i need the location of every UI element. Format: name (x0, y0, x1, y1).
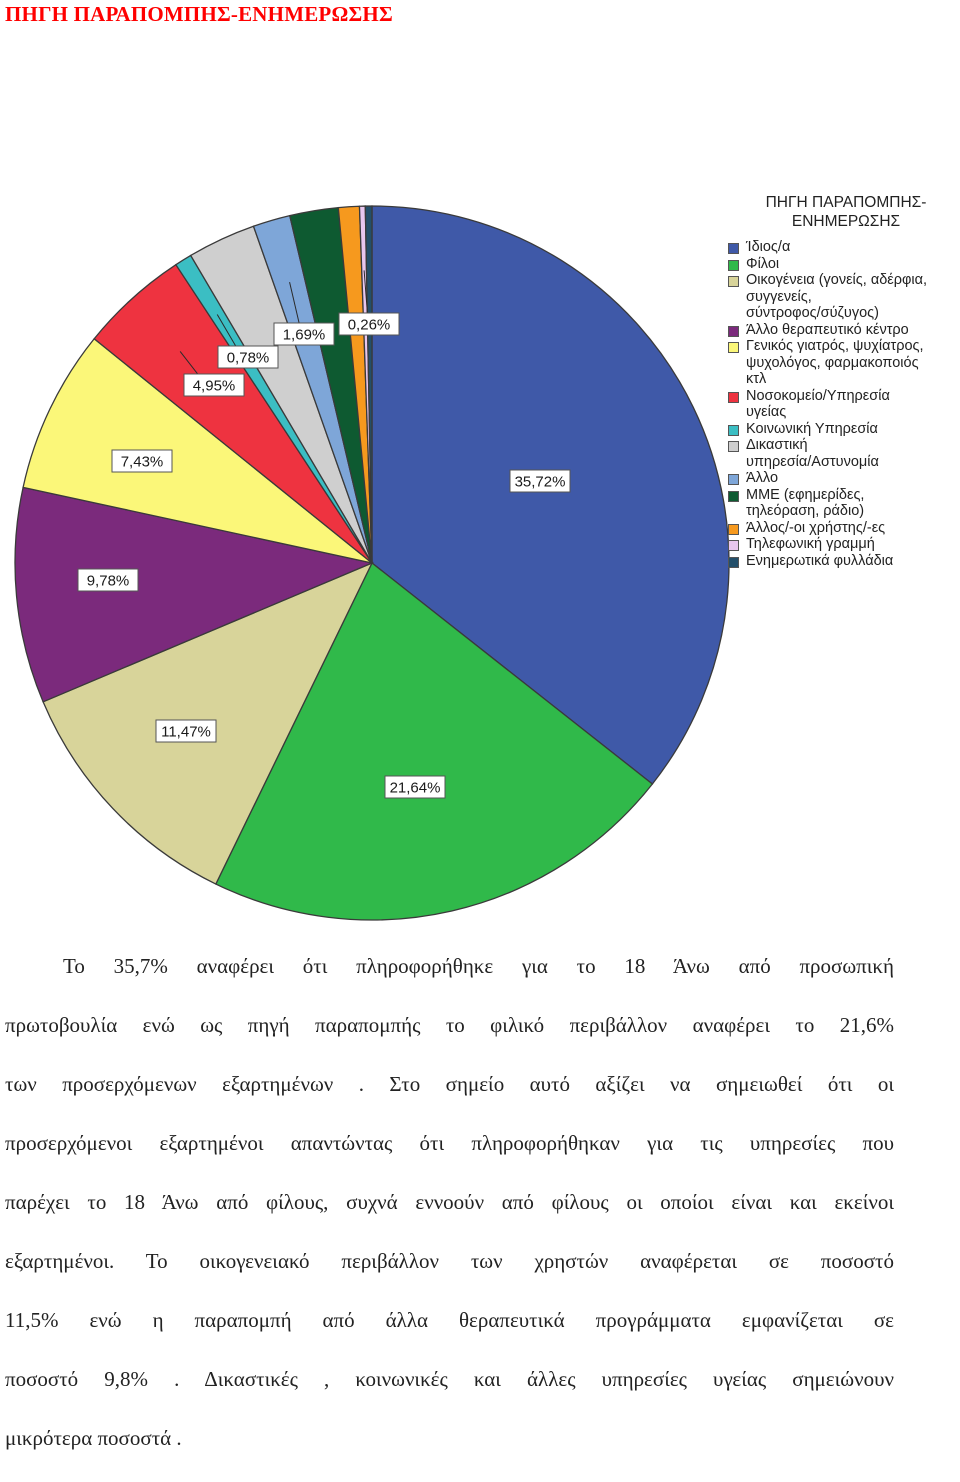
data-label: 11,47% (155, 719, 217, 743)
paragraph-line: των προσερχόμενων εξαρτημένων . Στο σημε… (5, 1072, 894, 1096)
legend-label: Άλλο (746, 470, 779, 486)
legend-label: Κοινωνική Υπηρεσία (746, 420, 878, 437)
legend-item: Δικαστική υπηρεσία/Αστυνομία (728, 437, 958, 470)
data-label-text: 9,78% (87, 573, 130, 590)
data-label-text: 11,47% (161, 724, 211, 741)
legend-swatch (728, 243, 739, 254)
legend-label: Φίλοι (746, 255, 780, 272)
data-label-box (111, 449, 173, 473)
legend-item: Άλλο (728, 470, 958, 487)
data-label-box (509, 469, 571, 493)
legend-label: Δικαστική υπηρεσία/Αστυνομία (746, 437, 879, 470)
data-label: 35,72% (509, 469, 571, 493)
legend-swatch (728, 490, 739, 502)
data-label-box (155, 719, 217, 743)
legend-label: ΜΜΕ (εφημερίδες, τηλεόραση, ράδιο) (746, 486, 865, 520)
pie-chart: 35,72% 21,64% 11,47% 9,78% 7,43% 4,95% 0,78% 1,… (14, 205, 730, 921)
paragraph-line: προσερχόμενοι εξαρτημένοι απαντώντας ότι… (5, 1131, 894, 1155)
legend-label: Άλλο θεραπευτικό κέντρο (746, 321, 909, 338)
data-label-text: 0,26% (348, 317, 391, 334)
data-label: 7,43% (111, 449, 173, 473)
pie-slice (22, 337, 373, 564)
paragraph-line: Το 35,7% αναφέρει ότι πληροφορήθηκε για … (63, 954, 894, 978)
data-label-box (273, 322, 335, 346)
legend-swatch (728, 556, 739, 568)
legend-swatch (728, 325, 739, 337)
legend-swatch (728, 441, 739, 452)
data-label-box (77, 568, 139, 592)
pie-slice (214, 561, 654, 921)
legend-item: Ίδιος/α (728, 239, 958, 256)
legend-item: Άλλο θεραπευτικό κέντρο (728, 322, 958, 339)
legend-swatch (728, 540, 739, 551)
data-label-box (217, 345, 279, 369)
body-text: Το 35,7% αναφέρει ότι πληροφορήθηκε για … (5, 951, 894, 1482)
legend-label: Νοσοκομείο/Υπηρεσία υγείας (746, 387, 890, 421)
chart-legend: ΠΗΓΗ ΠΑΡΑΠΟΜΠΗΣ- ΕΝΗΜΕΡΩΣΗΣ Ίδιος/α Φίλοι Ο… (728, 193, 958, 569)
legend-label: Οικογένεια (γονείς, αδέρφια, συγγενείς, σύ… (746, 272, 928, 321)
legend-item: Τηλεφωνική γραμμή (728, 536, 958, 553)
data-label: 4,95% (183, 373, 245, 397)
legend-label: Άλλος/-οι χρήστης/-ες (746, 519, 886, 536)
legend-item: ΜΜΕ (εφημερίδες, τηλεόραση, ράδιο) (728, 487, 958, 520)
legend-label: Ίδιος/α (746, 239, 791, 255)
pie-slice (14, 486, 375, 703)
legend-swatch (728, 276, 739, 287)
legend-swatch (728, 391, 739, 403)
data-label-text: 7,43% (121, 454, 164, 471)
legend-swatch (728, 474, 739, 485)
data-label: 0,78% (217, 345, 279, 369)
data-label: 0,26% (338, 312, 400, 336)
data-label-box (384, 775, 446, 799)
legend-swatch (728, 523, 739, 535)
legend-item: Κοινωνική Υπηρεσία (728, 421, 958, 438)
pie-slice (371, 205, 730, 785)
data-label-text: 0,78% (227, 350, 270, 367)
data-label-box (183, 373, 245, 397)
legend-label: Ενημερωτικά φυλλάδια (746, 552, 894, 569)
paragraph-line: ποσοστό 9,8% . Δικαστικές , κοινωνικές κ… (5, 1367, 894, 1391)
data-label-text: 35,72% (515, 474, 566, 491)
legend-item: Γενικός γιατρός, ψυχίατρος, ψυχολόγος, φα… (728, 338, 958, 388)
legend-label: Γενικός γιατρός, ψυχίατρος, ψυχολόγος, φα… (746, 338, 924, 387)
paragraph-line: πρωτοβουλία ενώ ως πηγή παραπομπής το φι… (5, 1013, 894, 1037)
data-label-box (338, 312, 400, 336)
data-label: 21,64% (384, 775, 446, 799)
legend-swatch (728, 342, 739, 353)
legend-swatch (728, 424, 739, 436)
data-label: 9,78% (77, 568, 139, 592)
legend-title: ΠΗΓΗ ΠΑΡΑΠΟΜΠΗΣ- ΕΝΗΜΕΡΩΣΗΣ (765, 194, 927, 230)
legend-item: Νοσοκομείο/Υπηρεσία υγείας (728, 388, 958, 421)
data-label-text: 1,69% (283, 327, 326, 344)
page-title: ΠΗΓΗ ΠΑΡΑΠΟΜΠΗΣ-ΕΝΗΜΕΡΩΣΗΣ (5, 2, 393, 26)
data-label-text: 21,64% (390, 780, 441, 797)
data-label: 1,69% (273, 322, 335, 346)
legend-item: Άλλος/-οι χρήστης/-ες (728, 520, 958, 537)
legend-item: Φίλοι (728, 256, 958, 273)
legend-label: Τηλεφωνική γραμμή (746, 536, 875, 552)
paragraph-line: μικρότερα ποσοστά . (5, 1426, 182, 1450)
legend-item: Οικογένεια (γονείς, αδέρφια, συγγενείς, σύ… (728, 272, 958, 322)
pie-slice (364, 205, 373, 564)
data-label-text: 4,95% (193, 378, 236, 395)
paragraph-line: εξαρτημένοι. Το οικογενειακό περιβάλλον … (5, 1249, 894, 1273)
legend-item: Ενημερωτικά φυλλάδια (728, 553, 958, 570)
legend-swatch (728, 259, 739, 271)
paragraph-line: παρέχει το 18 Άνω από φίλους, συχνά εννο… (5, 1190, 894, 1214)
paragraph-line: 11,5% ενώ η παραπομπή από άλλα θεραπευτι… (5, 1308, 894, 1332)
